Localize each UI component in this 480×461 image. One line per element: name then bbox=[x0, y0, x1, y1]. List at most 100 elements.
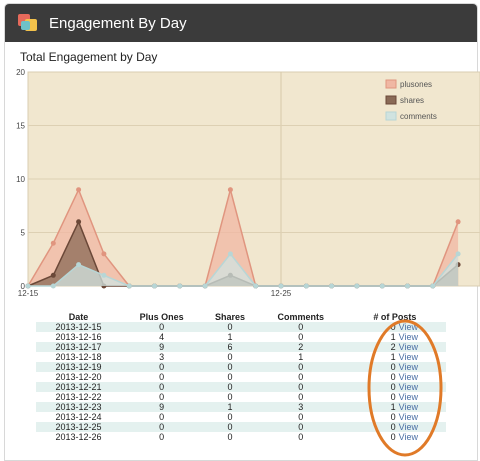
cell-plus-ones: 0 bbox=[121, 362, 203, 372]
table-row: 2013-12-23 9 1 3 1 View bbox=[36, 402, 446, 412]
cell-plus-ones: 4 bbox=[159, 332, 165, 342]
cell-plus-ones: 9 bbox=[121, 342, 203, 352]
post-count: 0 bbox=[390, 322, 396, 332]
cell-date: 2013-12-20 bbox=[55, 372, 102, 382]
post-count: 1 bbox=[390, 352, 396, 362]
view-posts-link[interactable]: View bbox=[398, 352, 418, 362]
cell-shares: 6 bbox=[202, 342, 258, 352]
cell-posts: 1 View bbox=[343, 402, 446, 412]
y-tick-label: 0 bbox=[21, 282, 26, 291]
cell-posts: 0 View bbox=[344, 432, 446, 442]
table-row: 2013-12-20 0 0 0 0 View bbox=[36, 372, 446, 382]
data-point-comments bbox=[126, 283, 132, 289]
cell-comments: 0 bbox=[298, 412, 304, 422]
view-posts-link[interactable]: View bbox=[398, 372, 418, 382]
cell-date: 2013-12-16 bbox=[55, 332, 102, 342]
widget-title: Engagement By Day bbox=[49, 14, 187, 32]
table-row: 2013-12-15 0 0 0 0 View bbox=[36, 322, 446, 332]
post-count: 0 bbox=[390, 432, 396, 442]
view-posts-link[interactable]: View bbox=[398, 392, 418, 402]
data-point-comments bbox=[455, 251, 461, 257]
app-logo-icon bbox=[18, 14, 37, 31]
engagement-table: Date Plus Ones Shares Comments # of Post… bbox=[36, 311, 446, 442]
view-posts-link[interactable]: View bbox=[398, 412, 418, 422]
cell-shares: 1 bbox=[202, 402, 258, 412]
view-posts-link[interactable]: View bbox=[398, 342, 418, 352]
legend-label: shares bbox=[400, 96, 424, 105]
data-point-comments bbox=[354, 283, 360, 289]
cell-comments: 0 bbox=[298, 332, 304, 342]
cell-plus-ones: 3 bbox=[159, 352, 165, 362]
data-point-comments bbox=[177, 283, 183, 289]
cell-comments: 0 bbox=[298, 392, 304, 402]
cell-comments: 0 bbox=[298, 372, 304, 382]
data-point-comments bbox=[101, 272, 107, 278]
data-point-plusones bbox=[76, 187, 82, 193]
cell-posts: 0 View bbox=[344, 392, 446, 402]
data-point-comments bbox=[253, 283, 259, 289]
data-point-comments bbox=[329, 283, 335, 289]
col-header-posts: # of Posts bbox=[373, 311, 417, 322]
cell-posts: 2 View bbox=[343, 342, 446, 352]
view-posts-link[interactable]: View bbox=[398, 362, 418, 372]
post-count: 0 bbox=[390, 362, 396, 372]
post-count: 0 bbox=[390, 412, 396, 422]
data-point-plusones bbox=[455, 219, 461, 225]
cell-date: 2013-12-18 bbox=[55, 352, 102, 362]
col-header-date: Date bbox=[68, 311, 89, 322]
cell-posts: 0 View bbox=[344, 412, 446, 422]
cell-date: 2013-12-15 bbox=[36, 322, 122, 332]
cell-plus-ones: 9 bbox=[121, 402, 203, 412]
table-row: 2013-12-24 0 0 0 0 View bbox=[36, 412, 446, 422]
x-tick-label: 12-15 bbox=[18, 289, 39, 298]
data-point-comments bbox=[430, 283, 436, 289]
view-posts-link[interactable]: View bbox=[398, 402, 418, 412]
data-point-comments bbox=[76, 262, 82, 268]
cell-shares: 0 bbox=[227, 392, 233, 402]
cell-date: 2013-12-22 bbox=[55, 392, 102, 402]
cell-shares: 0 bbox=[202, 382, 258, 392]
data-point-comments bbox=[303, 283, 309, 289]
col-header-plus-ones: Plus Ones bbox=[139, 311, 184, 322]
cell-shares: 1 bbox=[227, 332, 233, 342]
view-posts-link[interactable]: View bbox=[398, 332, 418, 342]
cell-posts: 0 View bbox=[343, 422, 446, 432]
post-count: 0 bbox=[390, 392, 396, 402]
y-tick-label: 10 bbox=[16, 175, 25, 184]
y-tick-label: 20 bbox=[16, 68, 25, 77]
cell-date: 2013-12-17 bbox=[36, 342, 122, 352]
cell-date: 2013-12-23 bbox=[36, 402, 122, 412]
data-point-plusones bbox=[227, 187, 233, 193]
data-point-plusones bbox=[50, 240, 56, 246]
table-row: 2013-12-19 0 0 0 0 View bbox=[36, 362, 446, 372]
cell-plus-ones: 0 bbox=[159, 372, 165, 382]
table-row: 2013-12-17 9 6 2 2 View bbox=[36, 342, 446, 352]
view-posts-link[interactable]: View bbox=[398, 322, 418, 332]
cell-posts: 0 View bbox=[343, 362, 446, 372]
cell-plus-ones: 0 bbox=[121, 322, 203, 332]
data-point-shares bbox=[50, 272, 56, 278]
cell-shares: 0 bbox=[202, 362, 258, 372]
legend-label: comments bbox=[400, 112, 437, 121]
y-tick-label: 15 bbox=[16, 122, 25, 131]
data-point-comments bbox=[202, 283, 208, 289]
view-posts-link[interactable]: View bbox=[398, 422, 418, 432]
data-point-shares bbox=[76, 219, 82, 225]
col-header-comments: Comments bbox=[277, 311, 324, 322]
cell-posts: 0 View bbox=[343, 322, 446, 332]
data-point-comments bbox=[227, 251, 233, 257]
post-count: 0 bbox=[390, 382, 396, 392]
cell-plus-ones: 0 bbox=[159, 432, 165, 442]
table-row: 2013-12-22 0 0 0 0 View bbox=[36, 392, 446, 402]
cell-shares: 0 bbox=[227, 412, 233, 422]
cell-date: 2013-12-25 bbox=[36, 422, 122, 432]
view-posts-link[interactable]: View bbox=[398, 432, 418, 442]
data-point-comments bbox=[278, 283, 284, 289]
chart-title: Total Engagement by Day bbox=[20, 50, 158, 64]
view-posts-link[interactable]: View bbox=[398, 382, 418, 392]
data-point-plusones bbox=[101, 251, 107, 257]
data-point-comments bbox=[25, 283, 31, 289]
post-count: 1 bbox=[390, 332, 396, 342]
cell-posts: 0 View bbox=[343, 382, 446, 392]
cell-plus-ones: 0 bbox=[121, 422, 203, 432]
